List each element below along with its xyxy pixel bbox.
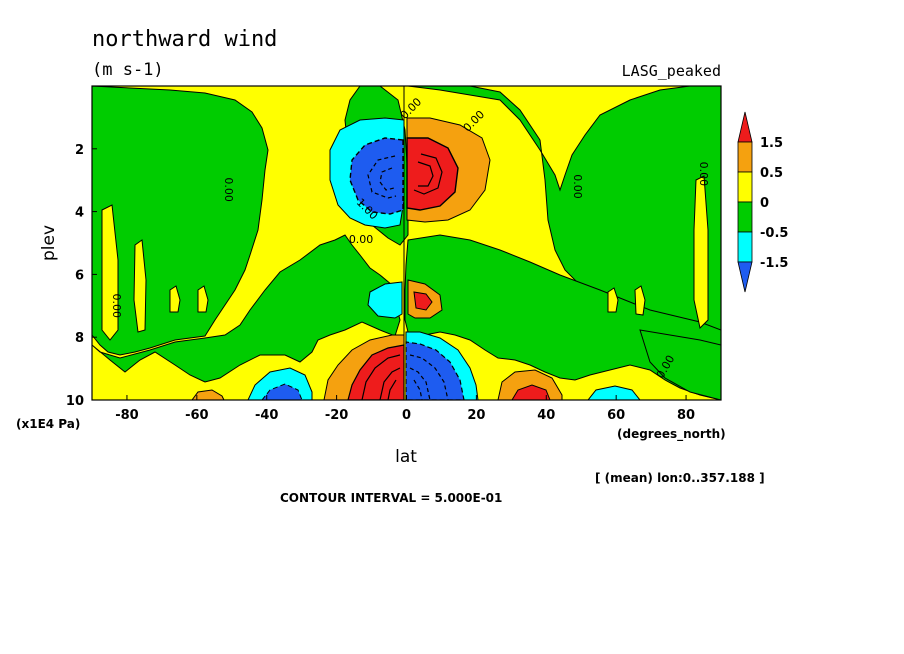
band-yellow-tongue-left-2 [133, 239, 147, 333]
y-axis-units: (x1E4 Pa) [16, 417, 80, 431]
y-axis-label: plev [39, 225, 59, 261]
contour-label: 0.00 [110, 294, 123, 319]
model-label: LASG_peaked [622, 62, 721, 80]
axes-layer: -80 -60 -40 -20 0 20 40 60 80 2 4 6 8 10 [66, 143, 695, 423]
x-tick-label: 80 [677, 408, 695, 423]
x-tick-label: -80 [115, 408, 139, 423]
y-tick-label: 8 [75, 331, 84, 346]
colorbar-swatch [737, 171, 753, 203]
band-green-mid-right [404, 234, 721, 400]
contour-interval-note: CONTOUR INTERVAL = 5.000E-01 [280, 491, 502, 505]
colorbar-label: 0 [760, 196, 769, 211]
colorbar-top-arrow [737, 111, 753, 143]
y-tick-label: 10 [66, 394, 84, 409]
band-blue-upper [349, 137, 404, 215]
y-tick-label: 6 [75, 268, 84, 283]
colorbar: 1.5 0.5 0 -0.5 -1.5 [737, 111, 788, 293]
colorbar-swatch [737, 141, 753, 173]
band-red-mid [413, 291, 433, 311]
contour-label: 0.00 [697, 162, 710, 187]
contour-lines [361, 86, 449, 400]
band-orange-lower-midlat-south [191, 389, 225, 400]
contour-label: 0.00 [571, 174, 584, 199]
x-tick-label: 40 [537, 408, 555, 423]
colorbar-swatch [737, 201, 753, 233]
y-tick-label: 4 [75, 206, 84, 221]
colorbar-label: -1.5 [760, 256, 788, 271]
x-tick-label: -60 [185, 408, 209, 423]
averaging-note: [ (mean) lon:0..357.188 ] [595, 471, 765, 485]
band-red-lower-north [511, 384, 551, 400]
colorbar-label: 0.5 [760, 166, 783, 181]
band-yellow-patch-right [607, 287, 619, 313]
chart-units: (m s-1) [92, 60, 164, 80]
x-tick-label: -20 [325, 408, 349, 423]
x-tick-label: -40 [255, 408, 279, 423]
contour-fill [92, 86, 721, 400]
band-cyan-mid [367, 281, 403, 319]
x-tick-label: 0 [402, 408, 411, 423]
band-yellow-tongue-left [101, 204, 119, 341]
x-axis-units: (degrees_north) [617, 427, 726, 442]
band-yellow-patch-left [169, 285, 181, 313]
colorbar-label: 1.5 [760, 136, 783, 151]
band-green-far-right-lower [639, 329, 721, 400]
band-green-upper-right [407, 86, 721, 339]
colorbar-label: -0.5 [760, 226, 788, 241]
band-cyan-lower-midlat-north [587, 385, 641, 400]
y-tick-label: 2 [75, 143, 84, 158]
band-blue-lower-south [261, 383, 303, 400]
band-blue-lower [405, 341, 465, 400]
contour-label: 0.00 [222, 177, 235, 202]
plot-area: 0.000.001.000.000.000.000.000.000.00 -80… [66, 85, 722, 423]
x-tick-label: 20 [467, 408, 485, 423]
chart-title: northward wind [92, 27, 277, 52]
band-yellow-tongue-right [693, 175, 709, 330]
band-yellow-patch-right-2 [634, 285, 646, 316]
x-tick-label: 60 [607, 408, 625, 423]
colorbar-bottom-arrow [737, 261, 753, 293]
colorbar-swatch [737, 231, 753, 263]
contour-label: 0.00 [349, 233, 374, 246]
band-yellow-patch-left-2 [197, 285, 209, 313]
band-red-lower [347, 344, 405, 400]
x-axis-label: lat [395, 447, 417, 467]
